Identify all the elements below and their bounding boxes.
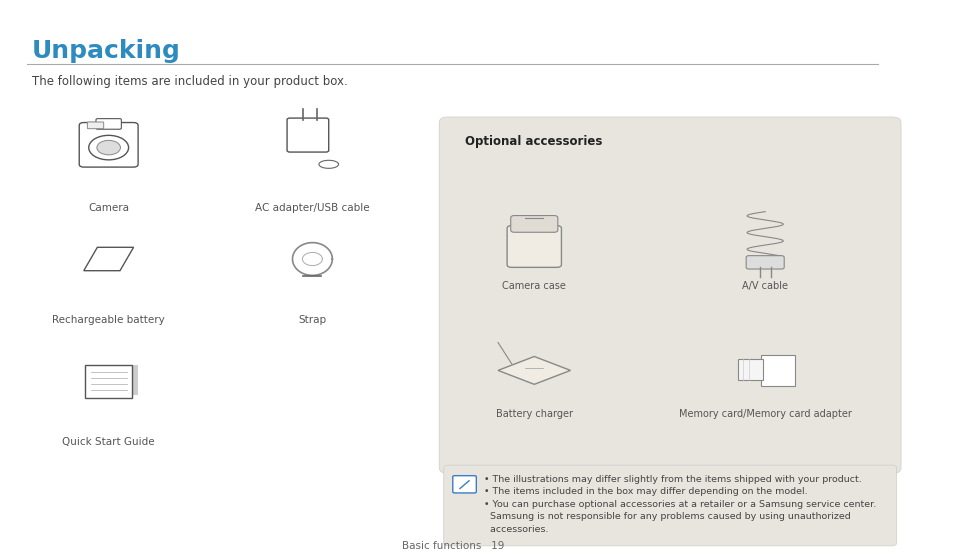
Text: Basic functions   19: Basic functions 19 [401,541,503,551]
Text: Strap: Strap [298,315,326,325]
FancyBboxPatch shape [510,216,558,232]
Text: Camera: Camera [88,203,129,213]
Text: A/V cable: A/V cable [741,281,787,291]
FancyBboxPatch shape [507,226,561,267]
Text: Quick Start Guide: Quick Start Guide [62,437,154,447]
FancyBboxPatch shape [760,355,794,386]
Text: Rechargeable battery: Rechargeable battery [52,315,165,325]
FancyBboxPatch shape [88,122,104,129]
Circle shape [97,140,120,155]
Text: Optional accessories: Optional accessories [464,135,601,148]
Polygon shape [497,356,570,384]
FancyBboxPatch shape [745,256,783,269]
Text: Camera case: Camera case [502,281,566,291]
FancyBboxPatch shape [438,117,900,473]
FancyBboxPatch shape [738,359,762,380]
FancyBboxPatch shape [287,118,329,152]
FancyBboxPatch shape [132,365,137,395]
Text: Unpacking: Unpacking [31,39,180,63]
FancyBboxPatch shape [79,123,138,167]
Text: Battery charger: Battery charger [496,409,572,419]
FancyBboxPatch shape [85,365,132,398]
FancyBboxPatch shape [96,119,121,129]
Text: The following items are included in your product box.: The following items are included in your… [31,75,347,88]
Circle shape [89,135,129,160]
Text: • The illustrations may differ slightly from the items shipped with your product: • The illustrations may differ slightly … [484,475,876,534]
Text: Memory card/Memory card adapter: Memory card/Memory card adapter [678,409,851,419]
Text: AC adapter/USB cable: AC adapter/USB cable [254,203,370,213]
FancyBboxPatch shape [453,476,476,493]
FancyBboxPatch shape [443,465,896,546]
Polygon shape [84,247,133,271]
